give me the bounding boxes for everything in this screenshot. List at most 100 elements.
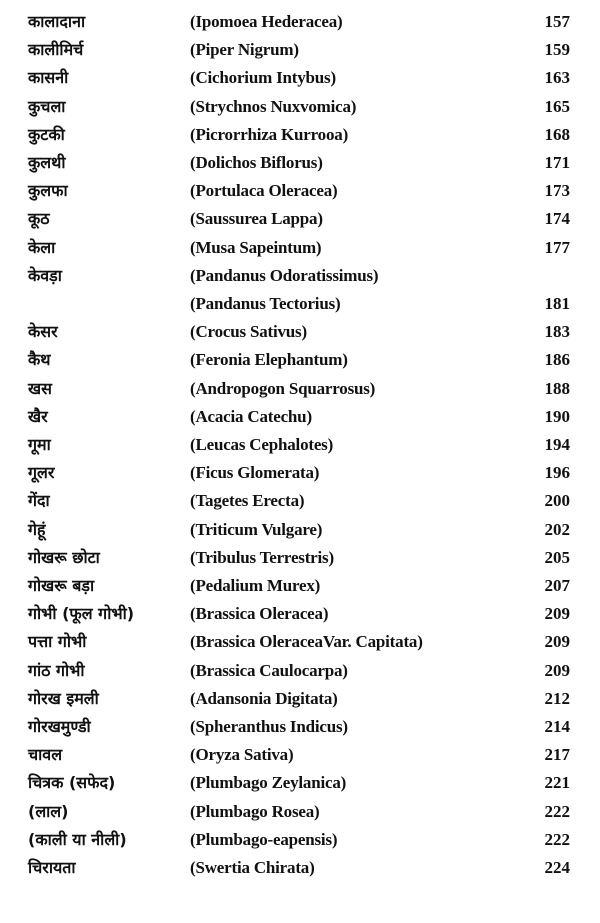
- index-entry: खैर (Acacia Catechu) 190: [0, 403, 600, 431]
- page-number: 174: [544, 209, 571, 229]
- index-entry: पत्ता गोभी (Brassica OleraceaVar. Capitat…: [0, 628, 600, 656]
- latin-name: (Oryza Sativa): [190, 745, 294, 765]
- index-entry: गोखरू छोटा (Tribulus Terrestris) 205: [0, 544, 600, 572]
- latin-name: (Brassica Caulocarpa): [190, 660, 348, 680]
- page-number: 209: [544, 604, 571, 624]
- index-entry: चावल (Oryza Sativa) 217: [0, 741, 600, 769]
- page-number: 207: [544, 576, 571, 595]
- latin-name: (Pandanus Odoratissimus): [190, 265, 379, 285]
- latin-name: (Ipomoea Hederacea): [190, 12, 343, 31]
- index-entry: गोरख इमली (Adansonia Digitata) 212: [0, 685, 600, 713]
- latin-name: (Ficus Glomerata): [190, 463, 320, 483]
- latin-name: (Leucas Cephalotes): [190, 435, 334, 454]
- latin-name: (Tagetes Erecta): [190, 491, 305, 511]
- page-number: 202: [544, 519, 571, 539]
- page-number: 217: [544, 745, 571, 765]
- latin-name: (Piper Nigrum): [190, 40, 299, 60]
- hindi-name: कालीमिर्च: [28, 40, 84, 60]
- page-number: 159: [544, 40, 571, 60]
- page-number: 163: [544, 68, 571, 88]
- index-entry: गेंदा (Tagetes Erecta) 200: [0, 487, 600, 515]
- hindi-name: पत्ता गोभी: [28, 632, 87, 652]
- page-number: 209: [544, 660, 571, 680]
- page-number: 188: [544, 378, 571, 398]
- hindi-name: चित्रक (सफेद): [28, 773, 116, 793]
- index-entry: गूमा (Leucas Cephalotes) 194: [0, 431, 600, 459]
- index-entry: गूलर (Ficus Glomerata) 196: [0, 459, 600, 487]
- page-number: 214: [544, 717, 571, 736]
- latin-name: (Pandanus Tectorius): [190, 294, 341, 313]
- index-entry: केला (Musa Sapeintum) 177: [0, 234, 600, 262]
- page-number: 222: [544, 801, 571, 821]
- latin-name: (Strychnos Nuxvomica): [190, 96, 357, 116]
- latin-name: (Feronia Elephantum): [190, 350, 348, 370]
- latin-name: (Musa Sapeintum): [190, 237, 322, 257]
- index-entry: कुटकी (Picrorrhiza Kurrooa) 168: [0, 121, 600, 149]
- hindi-name: कुटकी: [28, 124, 65, 144]
- page-number: 224: [544, 858, 571, 877]
- hindi-name: कुलथी: [28, 153, 66, 172]
- page-number: 221: [544, 773, 571, 793]
- page-number: 200: [544, 491, 571, 511]
- index-entry: गेहूं (Triticum Vulgare) 202: [0, 516, 600, 544]
- hindi-name: कूठ: [28, 209, 50, 229]
- hindi-name: कुचला: [28, 96, 66, 116]
- latin-name: (Brassica Oleracea): [190, 604, 329, 624]
- latin-name: (Crocus Sativus): [190, 322, 307, 342]
- latin-name: (Pedalium Murex): [190, 576, 321, 595]
- latin-name: (Plumbago Rosea): [190, 801, 320, 821]
- page-number: 165: [544, 96, 571, 116]
- index-entry: कूठ (Saussurea Lappa) 174: [0, 205, 600, 233]
- latin-name: (Plumbago-eapensis): [190, 829, 338, 849]
- page-number: 196: [544, 463, 571, 483]
- index-entry: (काली या नीली) (Plumbago-eapensis) 222: [0, 826, 600, 854]
- hindi-name: गेहूं: [28, 519, 46, 539]
- index-entry: (लाल) (Plumbago Rosea) 222: [0, 798, 600, 826]
- index-entry: गोरखमुण्डी (Spheranthus Indicus) 214: [0, 713, 600, 741]
- latin-name: (Cichorium Intybus): [190, 68, 336, 88]
- latin-name: (Picrorrhiza Kurrooa): [190, 124, 349, 144]
- index-entry: कासनी (Cichorium Intybus) 163: [0, 64, 600, 92]
- hindi-name: केला: [28, 237, 56, 257]
- index-entry: गोभी (फूल गोभी) (Brassica Oleracea) 209: [0, 600, 600, 628]
- latin-name: (Andropogon Squarrosus): [190, 378, 376, 398]
- page-number: 205: [544, 547, 571, 567]
- latin-name: (Triticum Vulgare): [190, 519, 323, 539]
- page-number: 209: [544, 632, 571, 652]
- index-entry: केसर (Crocus Sativus) 183: [0, 318, 600, 346]
- latin-name: (Plumbago Zeylanica): [190, 773, 347, 793]
- hindi-name: गोखरू बड़ा: [28, 576, 95, 595]
- index-entry: कालादाना (Ipomoea Hederacea) 157: [0, 8, 600, 36]
- hindi-name: खस: [28, 378, 52, 398]
- page-number: 194: [544, 435, 571, 454]
- index-entry: कुचला (Strychnos Nuxvomica) 165: [0, 93, 600, 121]
- hindi-name: गोरख इमली: [28, 688, 99, 708]
- latin-name: (Swertia Chirata): [190, 858, 315, 877]
- page-number: 212: [544, 688, 571, 708]
- page-number: 171: [544, 153, 571, 172]
- page-number: 222: [544, 829, 571, 849]
- latin-name: (Brassica OleraceaVar. Capitata): [190, 632, 423, 652]
- hindi-name: गेंदा: [28, 491, 50, 511]
- hindi-name: कुलफा: [28, 181, 68, 201]
- page-number: 177: [544, 237, 571, 257]
- index-entry: गांठ गोभी (Brassica Caulocarpa) 209: [0, 657, 600, 685]
- index-entry: गोखरू बड़ा (Pedalium Murex) 207: [0, 572, 600, 600]
- index-entry: चिरायता (Swertia Chirata) 224: [0, 854, 600, 882]
- latin-name: (Adansonia Digitata): [190, 688, 338, 708]
- hindi-name: कैथ: [28, 350, 51, 370]
- index-entry: कुलथी (Dolichos Biflorus) 171: [0, 149, 600, 177]
- hindi-name: गोभी (फूल गोभी): [28, 604, 135, 624]
- page-number: 157: [544, 12, 571, 31]
- latin-name: (Saussurea Lappa): [190, 209, 323, 229]
- page-number: 168: [544, 124, 571, 144]
- latin-name: (Dolichos Biflorus): [190, 153, 323, 172]
- hindi-name: चावल: [28, 745, 63, 765]
- hindi-name: कालादाना: [28, 12, 86, 31]
- latin-name: (Acacia Catechu): [190, 406, 312, 426]
- hindi-name: केसर: [28, 322, 58, 342]
- hindi-name: खैर: [28, 406, 48, 426]
- index-entry: केवड़ा (Pandanus Odoratissimus): [0, 262, 600, 290]
- hindi-name: गूमा: [28, 435, 51, 454]
